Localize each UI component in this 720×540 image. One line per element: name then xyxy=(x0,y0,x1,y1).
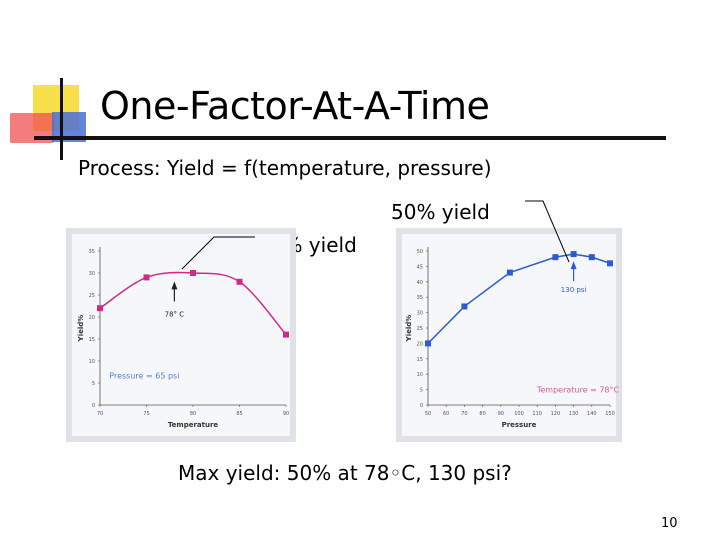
pressure-y-tick-label: 30 xyxy=(417,311,423,317)
pressure-x-tick-label: 80 xyxy=(479,411,485,417)
temperature-y-tick-label: 0 xyxy=(92,403,95,409)
temperature-x-tick-label: 85 xyxy=(236,411,242,417)
temperature-x-tick-label: 75 xyxy=(143,411,149,417)
callout-left-leader-line xyxy=(181,236,255,270)
pressure-x-tick-label: 70 xyxy=(461,411,467,417)
pressure-y-tick-label: 50 xyxy=(417,249,423,255)
pressure-x-tick-label: 50 xyxy=(425,411,431,417)
temperature-y-tick-label: 5 xyxy=(92,381,95,387)
slide-subtitle: Process: Yield = f(temperature, pressure… xyxy=(78,156,492,180)
pressure-x-tick-label: 60 xyxy=(443,411,449,417)
temperature-data-point xyxy=(236,278,243,285)
pressure-annotation-arrowhead xyxy=(570,261,577,270)
temperature-y-axis-label: Yield% xyxy=(77,315,85,343)
pressure-chart-panel xyxy=(396,228,622,442)
temperature-x-tick-label: 80 xyxy=(190,411,196,417)
temperature-chart-panel xyxy=(66,228,296,442)
pressure-y-axis-label: Yield% xyxy=(405,315,413,343)
pressure-data-point xyxy=(570,251,577,258)
temperature-data-point xyxy=(143,274,150,281)
pressure-x-tick-label: 100 xyxy=(514,411,524,417)
callout-right-leader-line xyxy=(525,200,570,263)
pressure-annotation-label: 130 psi xyxy=(561,286,587,294)
pressure-y-tick-label: 20 xyxy=(417,341,423,347)
pressure-y-tick-label: 0 xyxy=(420,403,423,409)
pressure-data-point xyxy=(506,269,513,276)
slide-title: One-Factor-At-A-Time xyxy=(100,84,490,128)
temperature-condition-label: Pressure = 65 psi xyxy=(109,372,179,381)
pressure-y-tick-label: 35 xyxy=(417,295,423,301)
temperature-y-tick-label: 15 xyxy=(89,337,95,343)
temperature-x-axis-label: Temperature xyxy=(168,421,219,429)
temperature-annotation-label: 78° C xyxy=(165,310,185,318)
pressure-y-tick-label: 5 xyxy=(420,388,423,394)
pressure-condition-label: Temperature = 78°C xyxy=(536,386,620,395)
pressure-data-point xyxy=(425,340,431,347)
pressure-y-tick-label: 45 xyxy=(417,264,423,270)
pressure-data-point xyxy=(607,260,613,267)
pressure-data-point xyxy=(588,254,595,261)
accent-vertical-line xyxy=(60,78,63,160)
pressure-x-tick-label: 130 xyxy=(569,411,579,417)
conclusion-text: Max yield: 50% at 78◦C, 130 psi? xyxy=(178,461,512,485)
pressure-data-point xyxy=(552,254,559,261)
temperature-data-point xyxy=(97,305,103,312)
pressure-x-tick-label: 140 xyxy=(587,411,597,417)
pressure-series-line xyxy=(427,253,611,344)
pressure-x-tick-label: 150 xyxy=(605,411,615,417)
pressure-x-tick-label: 110 xyxy=(532,411,542,417)
temperature-series-line xyxy=(99,271,287,336)
temperature-y-tick-label: 20 xyxy=(89,315,95,321)
temperature-y-tick-label: 10 xyxy=(89,359,95,365)
pressure-y-tick-label: 25 xyxy=(417,326,423,332)
title-underline xyxy=(34,136,666,140)
pressure-x-tick-label: 90 xyxy=(498,411,504,417)
pressure-y-tick-label: 15 xyxy=(417,357,423,363)
pressure-y-tick-label: 40 xyxy=(417,280,423,286)
temperature-data-point xyxy=(283,331,289,338)
temperature-annotation-arrowhead xyxy=(171,281,178,290)
temperature-y-tick-label: 35 xyxy=(89,249,95,255)
temperature-data-point xyxy=(190,270,196,276)
page-number: 10 xyxy=(661,516,678,531)
temperature-y-tick-label: 30 xyxy=(89,271,95,277)
pressure-y-tick-label: 10 xyxy=(417,372,423,378)
temperature-x-tick-label: 90 xyxy=(283,411,289,417)
pressure-data-point xyxy=(461,303,468,310)
temperature-y-tick-label: 25 xyxy=(89,293,95,299)
temperature-x-tick-label: 70 xyxy=(97,411,103,417)
pressure-x-tick-label: 120 xyxy=(551,411,561,417)
pressure-x-axis-label: Pressure xyxy=(502,421,537,429)
callout-label-right: 50% yield xyxy=(391,200,490,224)
